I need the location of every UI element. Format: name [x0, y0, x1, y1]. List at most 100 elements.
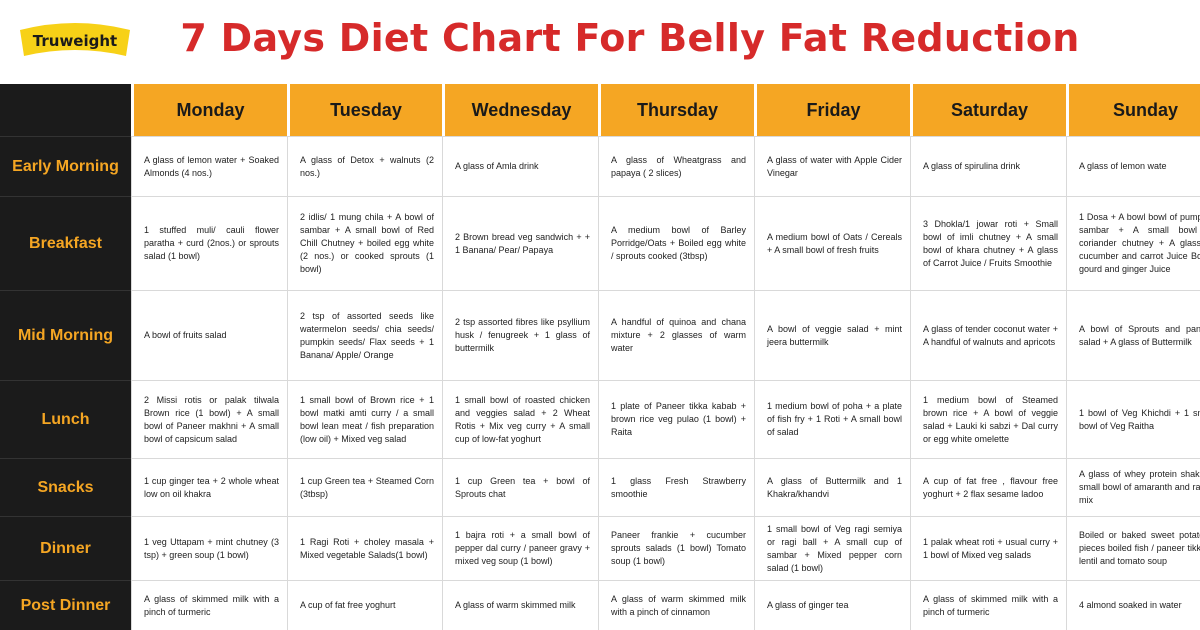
meal-label-post-dinner: Post Dinner [0, 580, 131, 630]
day-header-wednesday: Wednesday [442, 84, 598, 136]
meal-label-snacks: Snacks [0, 458, 131, 516]
day-header-monday: Monday [131, 84, 287, 136]
meal-cell: A glass of lemon wate [1066, 136, 1200, 196]
meal-cell-text: A glass of spirulina drink [923, 161, 1021, 171]
meal-cell-text: Boiled or baked sweet potato 2 pieces bo… [1079, 530, 1200, 566]
meal-cell: A glass of warm skimmed milk with a pinc… [598, 580, 754, 630]
meal-cell: 1 veg Uttapam + mint chutney (3 tsp) + g… [131, 516, 287, 580]
meal-cell: 2 tsp assorted fibres like psyllium husk… [442, 290, 598, 380]
meal-cell-text: A cup of fat free , flavour free yoghurt… [923, 475, 1058, 499]
meal-cell-text: A glass of lemon wate [1079, 161, 1167, 171]
meal-cell: A glass of Amla drink [442, 136, 598, 196]
meal-cell: 1 bajra roti + a small bowl of pepper da… [442, 516, 598, 580]
meal-cell-text: 1 stuffed muli/ cauli flower paratha + c… [144, 225, 279, 261]
meal-label-early-morning: Early Morning [0, 136, 131, 196]
meal-cell: A glass of Wheatgrass and papaya ( 2 sli… [598, 136, 754, 196]
meal-cell: A glass of spirulina drink [910, 136, 1066, 196]
meal-label-dinner: Dinner [0, 516, 131, 580]
meal-cell-text: A glass of Wheatgrass and papaya ( 2 sli… [611, 154, 746, 178]
meal-cell: Boiled or baked sweet potato 2 pieces bo… [1066, 516, 1200, 580]
meal-cell-text: 3 Dhokla/1 jowar roti + Small bowl of im… [923, 218, 1058, 268]
meal-cell-text: A glass of tender coconut water + A hand… [923, 323, 1058, 347]
meal-cell-text: 2 idlis/ 1 mung chila + A bowl of sambar… [300, 212, 434, 274]
table-corner [0, 84, 131, 136]
meal-cell: 1 bowl of Veg Khichdi + 1 small bowl of … [1066, 380, 1200, 458]
meal-cell: 1 Dosa + A bowl bowl of pumpkin sambar +… [1066, 196, 1200, 290]
meal-cell: A bowl of veggie salad + mint jeera butt… [754, 290, 910, 380]
meal-cell: 2 Brown bread veg sandwich + + 1 Banana/… [442, 196, 598, 290]
meal-cell: A medium bowl of Oats / Cereals + A smal… [754, 196, 910, 290]
meal-cell-text: 1 small bowl of Brown rice + 1 bowl matk… [300, 394, 434, 444]
meal-cell: 1 plate of Paneer tikka kabab + brown ri… [598, 380, 754, 458]
meal-cell-text: A glass of Detox + walnuts (2 nos.) [300, 154, 434, 178]
page-title: 7 Days Diet Chart For Belly Fat Reductio… [180, 16, 1080, 60]
meal-cell: A glass of lemon water + Soaked Almonds … [131, 136, 287, 196]
day-header-saturday: Saturday [910, 84, 1066, 136]
meal-cell-text: A glass of lemon water + Soaked Almonds … [144, 154, 279, 178]
meal-cell-text: 1 veg Uttapam + mint chutney (3 tsp) + g… [144, 536, 279, 560]
meal-cell-text: 1 bowl of Veg Khichdi + 1 small bowl of … [1079, 407, 1200, 431]
meal-cell-text: 4 almond soaked in water [1079, 600, 1182, 610]
meal-cell-text: A cup of fat free yoghurt [300, 600, 396, 610]
meal-cell: A glass of whey protein shake A small bo… [1066, 458, 1200, 516]
meal-cell-text: A glass of warm skimmed milk with a pinc… [611, 593, 746, 617]
meal-cell-text: 2 tsp of assorted seeds like watermelon … [300, 310, 434, 360]
meal-cell: 1 stuffed muli/ cauli flower paratha + c… [131, 196, 287, 290]
meal-cell-text: 1 small bowl of Veg ragi semiya or ragi … [767, 523, 902, 573]
meal-cell: 1 cup ginger tea + 2 whole wheat low on … [131, 458, 287, 516]
meal-cell: A glass of water with Apple Cider Vinega… [754, 136, 910, 196]
meal-cell-text: 1 plate of Paneer tikka kabab + brown ri… [611, 401, 746, 437]
meal-cell-text: 1 Ragi Roti + choley masala + Mixed vege… [300, 536, 434, 560]
meal-cell: 1 glass Fresh Strawberry smoothie [598, 458, 754, 516]
meal-cell: 1 medium bowl of poha + a plate of fish … [754, 380, 910, 458]
meal-cell-text: 1 palak wheat roti + usual curry + 1 bow… [923, 536, 1058, 560]
meal-cell-text: A glass of ginger tea [767, 600, 849, 610]
meal-cell-text: A glass of whey protein shake A small bo… [1079, 469, 1200, 505]
meal-cell: A handful of quinoa and chana mixture + … [598, 290, 754, 380]
meal-cell-text: 2 Brown bread veg sandwich + + 1 Banana/… [455, 231, 590, 255]
meal-cell-text: A bowl of veggie salad + mint jeera butt… [767, 323, 902, 347]
meal-cell-text: A medium bowl of Oats / Cereals + A smal… [767, 231, 902, 255]
meal-cell: A cup of fat free , flavour free yoghurt… [910, 458, 1066, 516]
meal-cell: A medium bowl of Barley Porridge/Oats + … [598, 196, 754, 290]
meal-cell-text: A glass of skimmed milk with a pinch of … [923, 593, 1058, 617]
meal-cell: 1 cup Green tea + Steamed Corn (3tbsp) [287, 458, 442, 516]
truweight-logo: Truweight [20, 23, 130, 56]
meal-cell: A glass of warm skimmed milk [442, 580, 598, 630]
meal-cell-text: 2 Missi rotis or palak tilwala Brown ric… [144, 394, 279, 444]
meal-cell: A glass of Detox + walnuts (2 nos.) [287, 136, 442, 196]
meal-cell-text: A bowl of Sprouts and paneer salad + A g… [1079, 323, 1200, 347]
meal-cell-text: 1 cup Green tea + Steamed Corn (3tbsp) [300, 475, 434, 499]
day-header-thursday: Thursday [598, 84, 754, 136]
meal-cell-text: A glass of Amla drink [455, 161, 539, 171]
meal-cell: 2 tsp of assorted seeds like watermelon … [287, 290, 442, 380]
meal-cell-text: A glass of Buttermilk and 1 Khakra/khand… [767, 475, 902, 499]
meal-cell-text: Paneer frankie + cucumber sprouts salads… [611, 530, 746, 566]
meal-cell: A cup of fat free yoghurt [287, 580, 442, 630]
meal-cell-text: 1 cup ginger tea + 2 whole wheat low on … [144, 475, 279, 499]
meal-cell: 3 Dhokla/1 jowar roti + Small bowl of im… [910, 196, 1066, 290]
day-header-tuesday: Tuesday [287, 84, 442, 136]
meal-label-mid-morning: Mid Morning [0, 290, 131, 380]
meal-cell-text: 1 medium bowl of poha + a plate of fish … [767, 401, 902, 437]
meal-cell: 2 Missi rotis or palak tilwala Brown ric… [131, 380, 287, 458]
logo-text: Truweight [33, 32, 117, 50]
diet-chart-table: Monday Tuesday Wednesday Thursday Friday Satu… [0, 84, 1200, 630]
page-header: Truweight 7 Days Diet Chart For Belly Fa… [0, 0, 1200, 84]
day-header-sunday: Sunday [1066, 84, 1200, 136]
meal-cell-text: 1 cup Green tea + bowl of Sprouts chat [455, 475, 590, 499]
meal-cell: A bowl of Sprouts and paneer salad + A g… [1066, 290, 1200, 380]
meal-cell-text: A glass of water with Apple Cider Vinega… [767, 154, 902, 178]
meal-cell: 2 idlis/ 1 mung chila + A bowl of sambar… [287, 196, 442, 290]
meal-cell-text: 1 medium bowl of Steamed brown rice + A … [923, 394, 1058, 444]
meal-label-breakfast: Breakfast [0, 196, 131, 290]
meal-cell-text: A bowl of fruits salad [144, 330, 227, 340]
meal-cell: A glass of skimmed milk with a pinch of … [910, 580, 1066, 630]
day-header-friday: Friday [754, 84, 910, 136]
meal-cell: A glass of tender coconut water + A hand… [910, 290, 1066, 380]
meal-cell-text: A handful of quinoa and chana mixture + … [611, 317, 746, 353]
meal-cell-text: A glass of warm skimmed milk [455, 600, 576, 610]
meal-cell-text: A medium bowl of Barley Porridge/Oats + … [611, 225, 746, 261]
meal-cell-text: 2 tsp assorted fibres like psyllium husk… [455, 317, 590, 353]
meal-cell: A bowl of fruits salad [131, 290, 287, 380]
